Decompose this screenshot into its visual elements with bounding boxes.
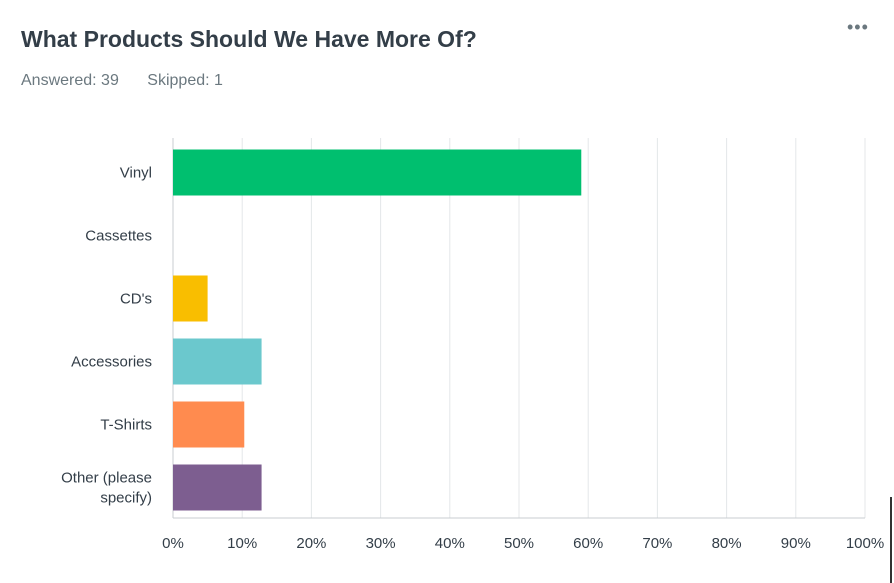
bar [173, 149, 582, 196]
x-tick-label: 20% [296, 535, 326, 552]
x-tick-label: 70% [642, 535, 672, 552]
x-tick-label: 60% [573, 535, 603, 552]
skipped-count: Skipped: 1 [147, 72, 223, 89]
bar [173, 275, 208, 322]
category-label: Accessories [71, 354, 152, 371]
chart-title: What Products Should We Have More Of? [21, 26, 477, 52]
x-tick-label: 10% [227, 535, 257, 552]
x-tick-label: 90% [781, 535, 811, 552]
more-horizontal-icon[interactable]: ••• [847, 17, 869, 37]
response-stats: Answered: 39 Skipped: 1 [21, 72, 247, 90]
x-tick-label: 40% [435, 535, 465, 552]
category-label: Other (please [61, 470, 152, 487]
x-tick-label: 100% [846, 535, 884, 552]
category-label: Vinyl [120, 165, 152, 182]
x-tick-label: 50% [504, 535, 534, 552]
answered-count: Answered: 39 [21, 72, 119, 89]
category-label: Cassettes [85, 228, 152, 245]
bar [173, 338, 262, 385]
window-edge [890, 497, 892, 583]
x-tick-label: 0% [162, 535, 184, 552]
category-label: specify) [100, 490, 152, 507]
category-label: CD's [120, 291, 152, 308]
x-tick-label: 30% [366, 535, 396, 552]
bar [173, 401, 245, 448]
x-tick-label: 80% [712, 535, 742, 552]
bar [173, 464, 262, 511]
category-label: T-Shirts [100, 417, 152, 434]
